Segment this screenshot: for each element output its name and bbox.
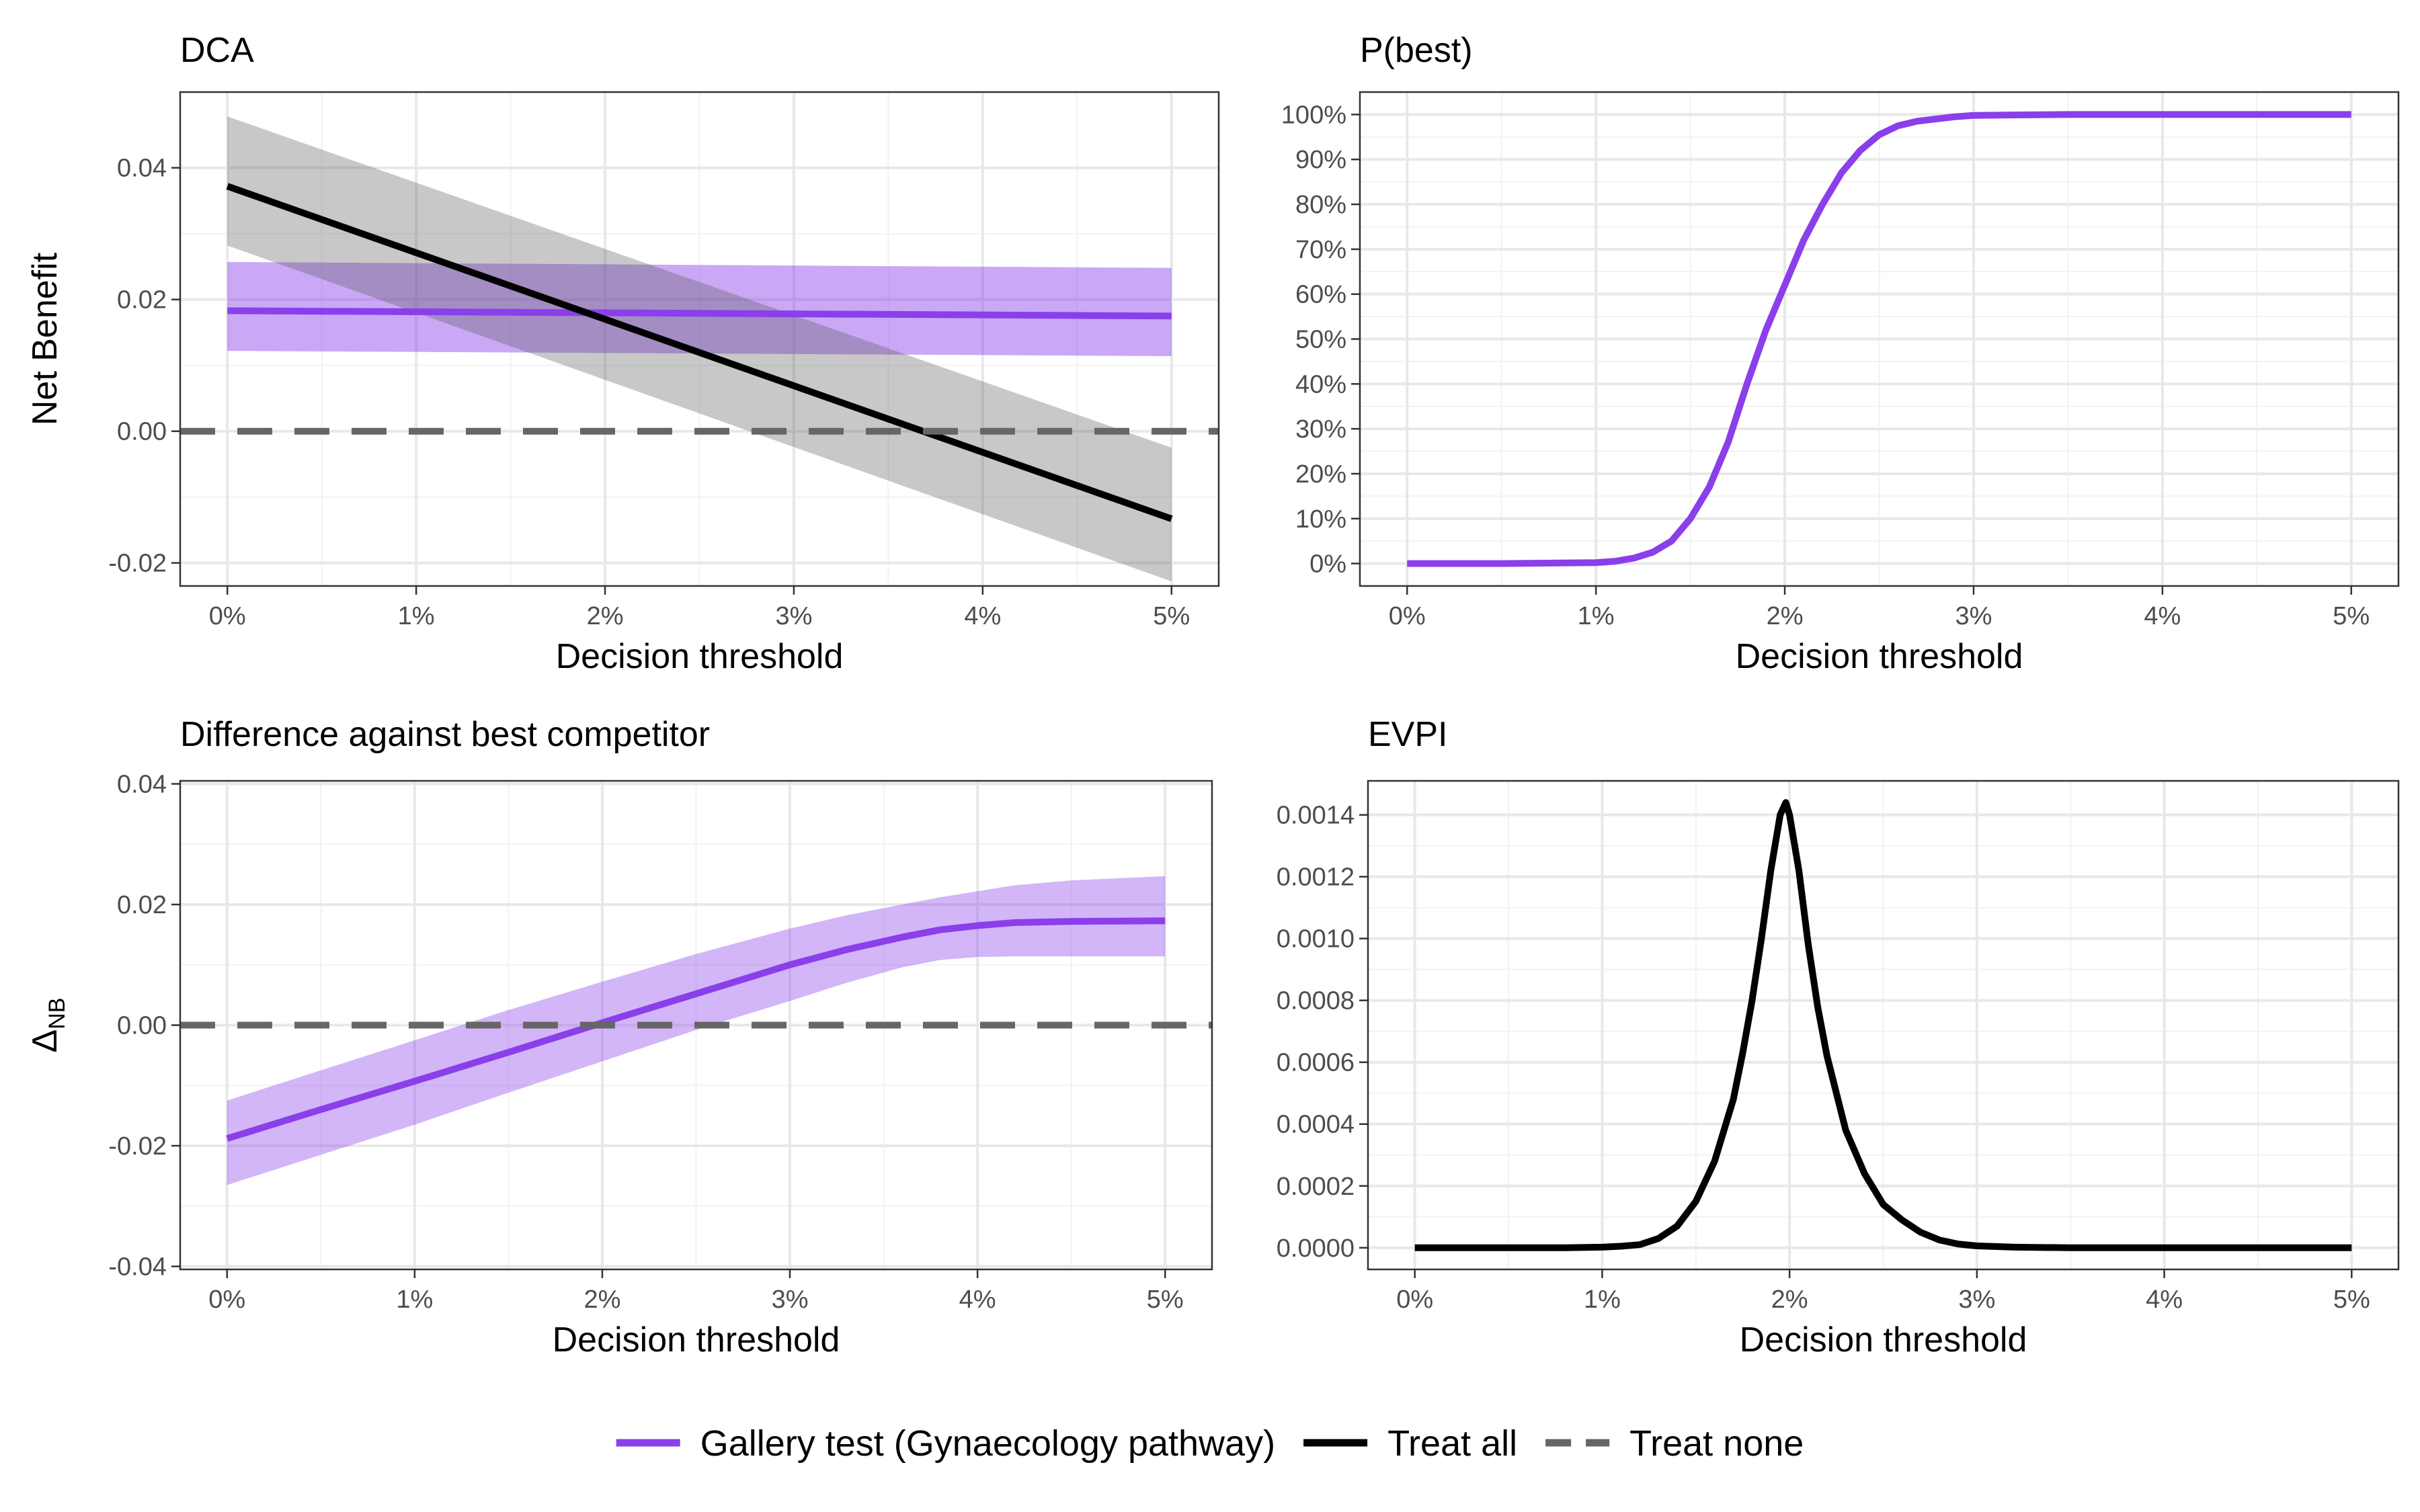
series-line-diff-0 — [226, 917, 1166, 1142]
y-tick-label: 0.02 — [117, 891, 167, 919]
y-tick-label: 0.00 — [117, 418, 167, 446]
x-axis-label: Decision threshold — [553, 1320, 840, 1359]
x-tick-label: 0% — [1389, 602, 1426, 630]
x-axis-label: Decision threshold — [556, 637, 844, 676]
y-tick-label: 20% — [1295, 460, 1346, 489]
y-tick-label: 10% — [1295, 505, 1346, 534]
ci-band-dca-1 — [227, 116, 1172, 582]
series-line-dca-0 — [227, 307, 1172, 320]
x-tick-label: 4% — [2144, 602, 2181, 630]
x-tick-label: 3% — [772, 1286, 809, 1314]
x-tick-label: 5% — [2333, 1286, 2370, 1314]
x-tick-label: 1% — [1578, 602, 1615, 630]
panel-border — [179, 91, 1220, 587]
x-tick-label: 3% — [775, 602, 812, 630]
y-tick-label: 0.0002 — [1277, 1173, 1355, 1201]
y-tick-label: 0.0012 — [1277, 864, 1355, 892]
y-tick-label: -0.04 — [108, 1253, 167, 1282]
panel-title: DCA — [180, 31, 254, 70]
panel-pbest: 0% 1% 2% 3% 4% 5% 0% 10% 20% 30% 40% 50% 60% 70% 80% 90… — [1281, 31, 2400, 676]
plot-area — [180, 876, 1212, 1185]
legend: Gallery test (Gynaecology pathway) Treat … — [616, 1423, 1804, 1464]
y-tick-label: 0.0014 — [1277, 802, 1355, 830]
x-tick-label: 5% — [1153, 602, 1190, 630]
y-tick-label: 0.0004 — [1277, 1111, 1355, 1139]
legend-label: Treat all — [1387, 1423, 1517, 1464]
plot-area — [1407, 111, 2351, 567]
x-tick-label: 4% — [959, 1286, 996, 1314]
y-tick-label: 40% — [1295, 370, 1346, 398]
y-tick-label: -0.02 — [108, 1132, 167, 1161]
panel-dca: 0% 1% 2% 3% 4% 5% -0.02 0.00 0.02 0.04 DCA Decision… — [26, 31, 1220, 676]
legend-label: Treat none — [1629, 1423, 1804, 1464]
y-tick-label: -0.02 — [108, 550, 167, 578]
x-tick-label: 1% — [398, 602, 435, 630]
series-line-evpi-0 — [1414, 799, 2352, 1251]
y-tick-label: 0.0000 — [1277, 1234, 1355, 1263]
x-tick-label: 0% — [209, 602, 246, 630]
panel-title: P(best) — [1360, 31, 1473, 70]
x-tick-label: 1% — [396, 1286, 433, 1314]
x-tick-label: 4% — [2146, 1286, 2183, 1314]
y-tick-label: 0.04 — [117, 770, 167, 798]
y-tick-label: 30% — [1295, 415, 1346, 444]
panel-title: EVPI — [1368, 715, 1448, 754]
x-tick-label: 3% — [1955, 602, 1992, 630]
legend-item: Treat none — [1545, 1423, 1804, 1464]
series-line-dca-1 — [226, 183, 1173, 522]
gridlines — [1368, 781, 2398, 1269]
y-axis-label: Net Benefit — [26, 252, 65, 425]
x-tick-label: 2% — [583, 1286, 620, 1314]
y-tick-label: 0% — [1309, 550, 1346, 579]
axes: 0% 1% 2% 3% 4% 5% -0.02 0.00 0.02 0.04 — [108, 155, 1190, 630]
x-tick-label: 0% — [1396, 1286, 1433, 1314]
y-tick-label: 0.02 — [117, 286, 167, 314]
x-tick-label: 4% — [964, 602, 1001, 630]
panel-evpi: 0% 1% 2% 3% 4% 5% 0.0000 0.0002 0.0004 0.0006 0.00… — [1277, 715, 2400, 1359]
y-tick-label: 100% — [1281, 101, 1346, 129]
y-tick-label: 60% — [1295, 281, 1346, 309]
x-tick-label: 1% — [1584, 1286, 1621, 1314]
x-tick-label: 2% — [1771, 1286, 1808, 1314]
x-tick-label: 0% — [208, 1286, 245, 1314]
y-tick-label: 90% — [1295, 146, 1346, 174]
x-tick-label: 5% — [2333, 602, 2370, 630]
axes: 0% 1% 2% 3% 4% 5% 0.0000 0.0002 0.0004 0.0006 0.00… — [1277, 802, 2370, 1314]
x-tick-label: 2% — [1767, 602, 1804, 630]
series-line-pbest-0 — [1407, 111, 2351, 567]
panel-diff: 0% 1% 2% 3% 4% 5% -0.04 -0.02 0.00 0.02 0.04 Differ… — [26, 715, 1213, 1359]
y-tick-label: 0.0006 — [1277, 1049, 1355, 1077]
plot-area — [180, 116, 1219, 582]
y-axis-label-subscript: NB — [44, 998, 70, 1030]
panels: 0% 1% 2% 3% 4% 5% -0.02 0.00 0.02 0.04 DCA Decision… — [26, 31, 2400, 1359]
y-tick-label: 80% — [1295, 191, 1346, 219]
x-axis-label: Decision threshold — [1736, 637, 2023, 676]
axes: 0% 1% 2% 3% 4% 5% 0% 10% 20% 30% 40% 50% 60% 70% 80% 90… — [1281, 101, 2370, 630]
y-tick-label: 0.00 — [117, 1012, 167, 1040]
x-tick-label: 5% — [1147, 1286, 1184, 1314]
y-tick-label: 70% — [1295, 236, 1346, 264]
y-tick-label: 0.0008 — [1277, 987, 1355, 1015]
ci-band-dca-0 — [227, 261, 1172, 356]
legend-item: Gallery test (Gynaecology pathway) — [616, 1423, 1275, 1464]
y-tick-label: 0.04 — [117, 155, 167, 183]
plot-area — [1414, 799, 2352, 1251]
axes: 0% 1% 2% 3% 4% 5% -0.04 -0.02 0.00 0.02 0.04 — [108, 770, 1183, 1314]
legend-label: Gallery test (Gynaecology pathway) — [700, 1423, 1275, 1464]
ci-band-diff-0 — [227, 876, 1166, 1185]
x-axis-label: Decision threshold — [1740, 1320, 2027, 1359]
y-tick-label: 50% — [1295, 326, 1346, 354]
panel-title: Difference against best competitor — [180, 715, 710, 754]
x-tick-label: 2% — [587, 602, 624, 630]
y-tick-label: 0.0010 — [1277, 925, 1355, 954]
panel-border — [1367, 780, 2400, 1271]
legend-item: Treat all — [1303, 1423, 1517, 1464]
x-tick-label: 3% — [1958, 1286, 1995, 1314]
